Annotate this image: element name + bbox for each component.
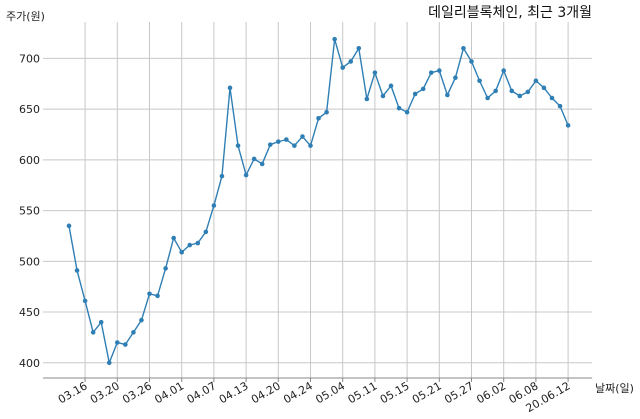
data-point (549, 95, 555, 101)
series-line (68, 38, 569, 366)
data-point (219, 173, 225, 179)
y-tick-label: 400 (19, 357, 40, 370)
data-point (525, 89, 531, 95)
data-point (187, 242, 193, 248)
x-axis-title: 날짜(일) (595, 381, 634, 395)
data-point (461, 45, 466, 51)
data-point (203, 229, 209, 235)
chart-title: 데일리블록체인, 최근 3개월 (428, 5, 592, 21)
x-tick-label: 04.01 (152, 379, 186, 406)
data-point (316, 115, 321, 121)
y-tick-label: 450 (19, 306, 40, 319)
data-point (276, 139, 281, 144)
axes (43, 377, 592, 382)
data-point (308, 143, 313, 148)
data-point (147, 291, 152, 297)
data-point (420, 86, 426, 92)
x-tick-label: 04.13 (217, 379, 251, 406)
x-tick-label: 03.20 (88, 379, 122, 406)
data-point (565, 123, 571, 128)
y-tick-label: 500 (19, 255, 40, 268)
y-tick-label: 650 (19, 103, 40, 116)
data-point (267, 142, 273, 147)
data-point (90, 330, 96, 335)
data-point (259, 161, 265, 167)
data-point (509, 88, 515, 94)
x-tick-label: 05.27 (442, 379, 476, 406)
data-point (131, 330, 136, 335)
data-point (106, 360, 112, 366)
data-point (469, 59, 474, 64)
data-point (340, 65, 346, 70)
y-tick-labels: 400 450 500 550 600 650 700 (19, 52, 40, 369)
data-point (179, 249, 184, 255)
data-point (82, 298, 88, 304)
data-point (437, 68, 442, 73)
x-tick-label: 05.15 (378, 379, 412, 406)
x-tick-labels: 03.1603.2003.2604.0104.0704.1304.2004.24… (56, 379, 573, 415)
data-point (66, 223, 72, 229)
data-point (428, 70, 434, 75)
x-tick-label: 04.24 (281, 379, 315, 406)
data-point (163, 266, 168, 271)
data-point (300, 134, 305, 139)
data-point (533, 78, 539, 84)
x-tick-label: 05.11 (346, 379, 380, 406)
x-tick-label: 05.04 (313, 379, 347, 406)
data-point (324, 109, 329, 115)
x-tick-label: 04.20 (249, 379, 283, 406)
x-tick-label: 05.21 (410, 379, 444, 406)
data-point (557, 103, 563, 109)
data-point (388, 83, 394, 89)
x-tick-label: 03.16 (56, 379, 90, 406)
x-tick-label: 06.02 (474, 379, 508, 406)
data-point (155, 293, 160, 299)
data-point (251, 156, 257, 162)
data-point (171, 235, 176, 241)
data-point (477, 78, 482, 84)
x-tick-label: 03.26 (120, 379, 154, 406)
data-point (332, 36, 337, 42)
data-point (517, 93, 523, 99)
data-point (74, 268, 80, 273)
data-point (211, 203, 217, 208)
data-point (412, 91, 418, 97)
data-point (292, 143, 297, 148)
data-point (123, 342, 128, 347)
data-point (235, 143, 241, 148)
data-point (115, 340, 120, 345)
data-point (195, 240, 201, 246)
data-point (445, 92, 450, 98)
data-point (396, 105, 402, 111)
data-point (227, 85, 233, 91)
data-point (404, 109, 410, 115)
data-point (493, 88, 498, 94)
data-point (501, 68, 507, 73)
y-tick-label: 600 (19, 154, 40, 167)
y-tick-label: 700 (19, 52, 40, 65)
data-point (284, 137, 289, 142)
data-point (243, 172, 249, 178)
x-tick-label: 04.07 (185, 379, 219, 406)
data-point (485, 95, 490, 101)
data-point (364, 96, 370, 102)
data-point (348, 59, 354, 64)
data-point (98, 319, 104, 325)
data-point (139, 317, 144, 323)
data-point (453, 75, 458, 81)
data-point (356, 45, 362, 51)
y-tick-label: 550 (19, 205, 40, 218)
data-point (541, 85, 547, 91)
series-price (66, 36, 571, 366)
y-axis-title: 주가(원) (6, 10, 45, 23)
data-point (380, 93, 386, 99)
grid-lines (43, 22, 592, 378)
data-point (372, 70, 378, 75)
